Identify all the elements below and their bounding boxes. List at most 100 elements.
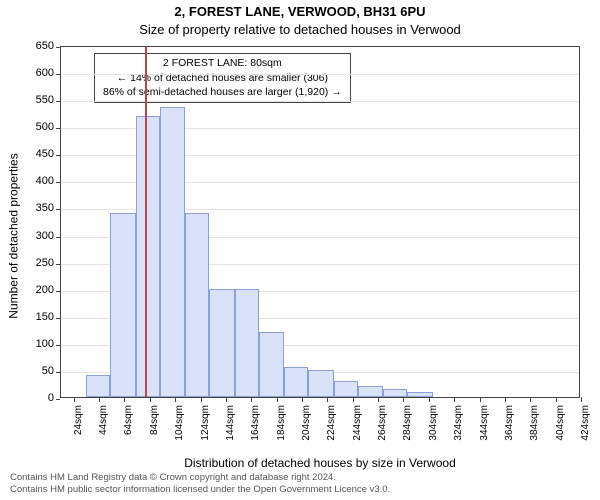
x-tick-label: 64sqm <box>123 405 151 435</box>
x-tick <box>251 397 252 402</box>
x-tick-label: 284sqm <box>402 405 430 441</box>
histogram-bar <box>334 381 358 397</box>
y-tick-label: 350 <box>20 202 54 214</box>
y-tick-label: 200 <box>20 284 54 296</box>
x-tick-label: 124sqm <box>200 405 228 441</box>
x-tick <box>429 397 430 402</box>
annotation-line: ← 14% of detached houses are smaller (30… <box>103 71 342 86</box>
x-tick-label: 424sqm <box>580 405 600 441</box>
y-tick-label: 650 <box>20 40 54 52</box>
footer-attribution: Contains HM Land Registry data © Crown c… <box>10 472 590 496</box>
x-tick-label: 44sqm <box>98 405 126 435</box>
x-tick <box>150 397 151 402</box>
y-tick <box>56 399 60 400</box>
y-tick-label: 400 <box>20 175 54 187</box>
y-tick-label: 450 <box>20 148 54 160</box>
annotation-box: 2 FOREST LANE: 80sqm ← 14% of detached h… <box>94 53 351 103</box>
histogram-bar <box>185 213 209 397</box>
x-tick <box>74 397 75 402</box>
x-tick <box>226 397 227 402</box>
histogram-bar <box>383 389 407 397</box>
y-tick <box>56 264 60 265</box>
chart-area: 2 FOREST LANE: 80sqm ← 14% of detached h… <box>60 46 580 426</box>
x-tick <box>403 397 404 402</box>
histogram-bar <box>136 116 160 397</box>
y-tick-label: 600 <box>20 67 54 79</box>
x-tick-label: 364sqm <box>504 405 532 441</box>
x-tick <box>99 397 100 402</box>
x-tick-label: 244sqm <box>352 405 380 441</box>
plot-area: 2 FOREST LANE: 80sqm ← 14% of detached h… <box>60 46 580 398</box>
x-tick <box>454 397 455 402</box>
histogram-bar <box>308 370 333 397</box>
y-tick <box>56 101 60 102</box>
y-tick <box>56 318 60 319</box>
x-tick <box>480 397 481 402</box>
histogram-bar <box>110 213 135 397</box>
x-tick <box>530 397 531 402</box>
histogram-bar <box>86 375 110 397</box>
x-tick-label: 264sqm <box>377 405 405 441</box>
histogram-bar <box>284 367 308 397</box>
page-title: 2, FOREST LANE, VERWOOD, BH31 6PU <box>0 4 600 19</box>
y-tick <box>56 237 60 238</box>
y-tick-label: 300 <box>20 230 54 242</box>
histogram-bar <box>259 332 284 397</box>
y-tick <box>56 345 60 346</box>
x-tick-label: 24sqm <box>73 405 101 435</box>
gridline-h <box>61 74 579 75</box>
y-tick <box>56 47 60 48</box>
x-tick <box>378 397 379 402</box>
y-tick <box>56 182 60 183</box>
reference-line <box>145 47 147 397</box>
x-tick <box>302 397 303 402</box>
x-tick <box>327 397 328 402</box>
gridline-h <box>61 101 579 102</box>
x-tick <box>581 397 582 402</box>
histogram-bar <box>160 107 185 397</box>
y-tick <box>56 291 60 292</box>
y-tick-label: 0 <box>20 392 54 404</box>
y-tick <box>56 209 60 210</box>
annotation-line: 86% of semi-detached houses are larger (… <box>103 85 342 100</box>
x-tick <box>505 397 506 402</box>
footer-line: Contains HM public sector information li… <box>10 484 590 496</box>
page-subtitle: Size of property relative to detached ho… <box>0 22 600 37</box>
x-tick-label: 404sqm <box>555 405 583 441</box>
y-tick-label: 550 <box>20 94 54 106</box>
histogram-bar <box>209 289 234 397</box>
y-tick-label: 100 <box>20 338 54 350</box>
figure-container: 2, FOREST LANE, VERWOOD, BH31 6PU Size o… <box>0 0 600 500</box>
y-tick <box>56 372 60 373</box>
x-tick-label: 344sqm <box>479 405 507 441</box>
x-tick <box>556 397 557 402</box>
x-tick <box>277 397 278 402</box>
x-tick-label: 204sqm <box>301 405 329 441</box>
footer-line: Contains HM Land Registry data © Crown c… <box>10 472 590 484</box>
x-tick-label: 164sqm <box>250 405 278 441</box>
x-tick <box>201 397 202 402</box>
x-axis-label: Distribution of detached houses by size … <box>60 456 580 470</box>
x-tick <box>124 397 125 402</box>
x-tick-label: 324sqm <box>453 405 481 441</box>
x-tick-label: 104sqm <box>174 405 202 441</box>
x-tick-label: 384sqm <box>529 405 557 441</box>
y-tick <box>56 74 60 75</box>
y-tick-label: 250 <box>20 257 54 269</box>
x-tick-label: 184sqm <box>276 405 304 441</box>
y-tick-label: 150 <box>20 311 54 323</box>
x-tick-label: 224sqm <box>326 405 354 441</box>
y-tick-label: 500 <box>20 121 54 133</box>
annotation-line: 2 FOREST LANE: 80sqm <box>103 56 342 71</box>
y-tick <box>56 155 60 156</box>
x-tick <box>353 397 354 402</box>
y-tick <box>56 128 60 129</box>
x-tick <box>175 397 176 402</box>
histogram-bar <box>358 386 383 397</box>
x-tick-label: 84sqm <box>149 405 177 435</box>
x-tick-label: 304sqm <box>428 405 456 441</box>
histogram-bar <box>235 289 259 397</box>
y-axis-label: Number of detached properties <box>7 153 21 318</box>
y-tick-label: 50 <box>20 365 54 377</box>
x-tick-label: 144sqm <box>225 405 253 441</box>
